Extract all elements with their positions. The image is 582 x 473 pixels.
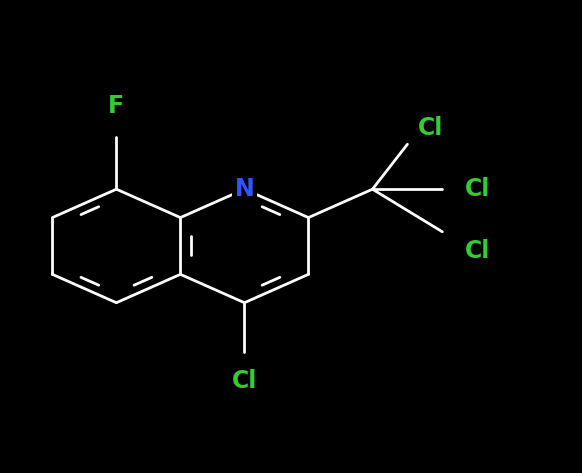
Text: Cl: Cl (464, 177, 490, 201)
Text: Cl: Cl (232, 369, 257, 393)
Text: F: F (108, 95, 125, 118)
Text: Cl: Cl (418, 116, 443, 140)
Text: Cl: Cl (464, 239, 490, 263)
Text: N: N (235, 177, 254, 201)
